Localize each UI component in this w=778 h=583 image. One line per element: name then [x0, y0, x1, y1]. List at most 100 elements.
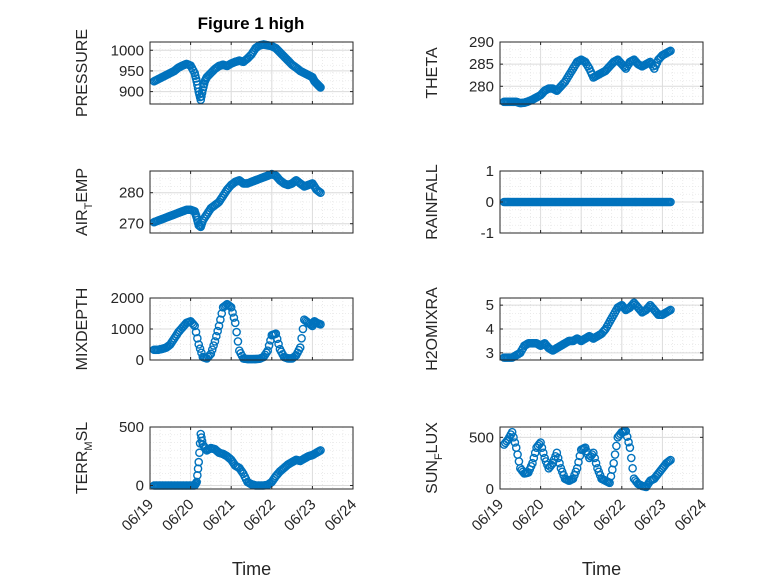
data-point: [210, 337, 220, 346]
data-point: [295, 343, 305, 352]
data-point: [290, 177, 300, 186]
subplot-7: 0 500 06/19 06/20 06/21 06/22 06/23 06/24 Time TE…: [74, 419, 360, 579]
data-point: [262, 348, 271, 358]
subplot-6: 3 4 5 H2OMIXRA: [424, 287, 704, 371]
data-point: [626, 453, 636, 463]
data-point: [194, 340, 204, 349]
figure-title: Figure 1 high: [198, 14, 305, 33]
x-tick-label: 06/24: [322, 496, 361, 535]
y-tick-label: 285: [469, 56, 494, 73]
x-tick-label: 06/19: [469, 496, 508, 535]
x-tick-label: 06/20: [509, 496, 548, 535]
data-series: [499, 197, 675, 207]
x-tick-label: 06/19: [119, 496, 158, 535]
x-tick-label: 06/20: [159, 496, 198, 535]
axes-box: [149, 170, 354, 234]
y-tick-label: 290: [469, 34, 494, 51]
subplot-8: 0 500 06/19 06/20 06/21 06/22 06/23 06/24 Time SU…: [424, 422, 710, 579]
data-point: [197, 348, 206, 358]
y-tick-label: 0: [486, 481, 494, 498]
data-point: [529, 453, 539, 463]
data-point: [195, 344, 205, 353]
data-point: [591, 458, 601, 468]
x-tick-label: 06/22: [590, 496, 629, 535]
data-point: [666, 197, 675, 207]
x-axis-label: Time: [232, 559, 271, 579]
data-point: [209, 341, 218, 350]
y-tick-label: 1: [486, 163, 494, 180]
data-point: [507, 427, 517, 437]
data-point: [316, 188, 325, 197]
data-point: [509, 433, 518, 442]
data-point: [666, 455, 675, 465]
data-point: [574, 457, 583, 467]
data-series: [499, 46, 675, 108]
y-tick-label: 1000: [111, 42, 144, 59]
y-tick-label: 2000: [111, 290, 144, 307]
data-point: [622, 432, 632, 441]
data-point: [226, 302, 236, 312]
y-axis-label: RAINFALL: [424, 164, 441, 240]
data-point: [555, 458, 564, 468]
data-point: [610, 450, 620, 459]
y-tick-label: 500: [469, 429, 494, 446]
y-axis-label: MIXDEPTH: [74, 288, 91, 371]
data-point: [589, 448, 598, 458]
data-point: [264, 341, 274, 350]
y-tick-label: 0: [136, 352, 144, 369]
data-point: [316, 446, 325, 455]
data-point: [628, 464, 637, 473]
y-tick-label: 900: [119, 84, 144, 101]
y-tick-label: 3: [486, 345, 494, 362]
y-tick-label: 5: [486, 297, 494, 314]
y-tick-label: 280: [119, 185, 144, 202]
data-point: [195, 448, 204, 458]
x-tick-label: 06/22: [240, 496, 279, 535]
data-point: [207, 345, 217, 354]
data-point: [666, 305, 675, 315]
data-point: [590, 453, 600, 463]
data-series: [149, 299, 325, 364]
axes-box: [499, 41, 704, 105]
data-point: [271, 329, 281, 338]
data-point: [297, 333, 306, 343]
y-tick-label: 0: [486, 194, 494, 211]
data-point: [206, 349, 216, 359]
data-point: [229, 313, 239, 322]
data-point: [191, 327, 201, 337]
data-point: [510, 438, 520, 447]
data-point: [212, 331, 221, 341]
ticks: [499, 298, 704, 360]
subplot-2: 280 285 290 THETA: [424, 34, 704, 108]
data-point: [625, 443, 635, 452]
x-tick-label: 06/23: [631, 496, 670, 535]
x-tick-label: 06/21: [200, 496, 239, 535]
data-point: [213, 326, 222, 336]
x-tick-label: 06/23: [281, 496, 320, 535]
y-tick-label: 280: [469, 78, 494, 95]
data-point: [189, 320, 198, 329]
axes-box: [149, 426, 354, 490]
data-series: [149, 169, 325, 232]
data-point: [621, 426, 631, 436]
y-axis-label: THETA: [424, 47, 441, 99]
x-tick-label: 06/21: [550, 496, 589, 535]
ticks: [499, 170, 704, 234]
data-point: [197, 88, 207, 98]
data-point: [537, 443, 547, 452]
ticks: [149, 42, 354, 104]
data-point: [194, 457, 204, 467]
data-point: [539, 448, 548, 458]
ticks: [499, 41, 704, 104]
y-axis-label: SUNFLUX: [424, 422, 445, 494]
data-point: [624, 437, 633, 447]
data-series: [149, 40, 325, 105]
data-point: [298, 324, 308, 334]
y-tick-label: 500: [119, 419, 144, 436]
data-point: [228, 308, 237, 317]
y-tick-label: -1: [481, 225, 494, 242]
data-point: [572, 464, 582, 473]
data-point: [528, 458, 537, 468]
y-tick-label: 270: [119, 216, 144, 233]
ticks: [499, 427, 704, 490]
